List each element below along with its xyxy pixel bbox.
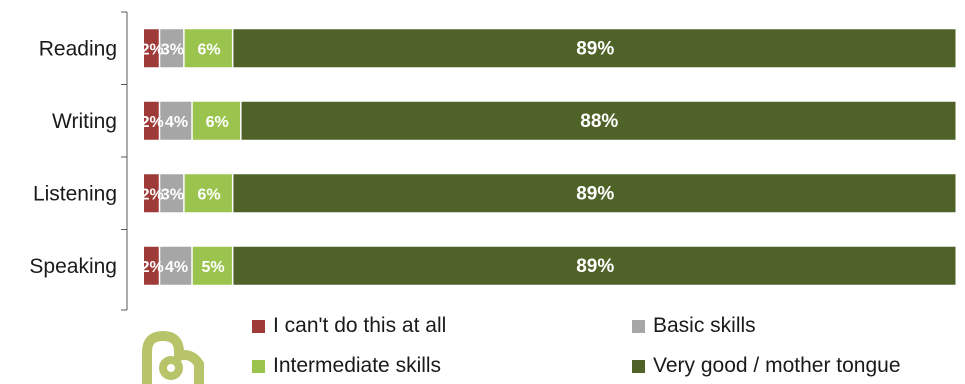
bar-segment [160,174,184,213]
data-label: 2% [141,114,164,131]
category-label: Speaking [29,255,117,278]
data-label: 2% [141,259,164,276]
data-label: 2% [141,41,164,58]
bar-segment [184,29,232,68]
data-label: 6% [197,186,220,203]
bar-segment [184,174,232,213]
data-label: 3% [161,186,184,203]
bar-segment [144,174,159,213]
data-label: 89% [576,256,614,277]
bar-segment [233,29,956,68]
category-label: Listening [33,182,117,205]
category-label: Reading [39,37,117,60]
bar-segment [192,101,241,140]
bar-segment [160,246,192,285]
bar-segment [160,101,192,140]
bar-segment [233,174,956,213]
category-label: Writing [52,110,117,133]
data-label: 2% [141,186,164,203]
data-label: 88% [580,111,618,132]
data-label: 89% [576,38,614,59]
data-label: 5% [202,259,225,276]
data-label: 6% [197,41,220,58]
data-label: 6% [206,114,229,131]
data-label: 3% [161,41,184,58]
data-label: 4% [165,259,188,276]
bar-segment [233,246,956,285]
bar-segment [144,101,159,140]
bar-segment [144,246,159,285]
data-label: 4% [165,114,188,131]
bar-segment [192,246,232,285]
ecl-logo-icon [142,330,204,384]
bar-segment [160,29,184,68]
bar-segment [241,101,956,140]
data-label: 89% [576,183,614,204]
bar-segment [144,29,159,68]
